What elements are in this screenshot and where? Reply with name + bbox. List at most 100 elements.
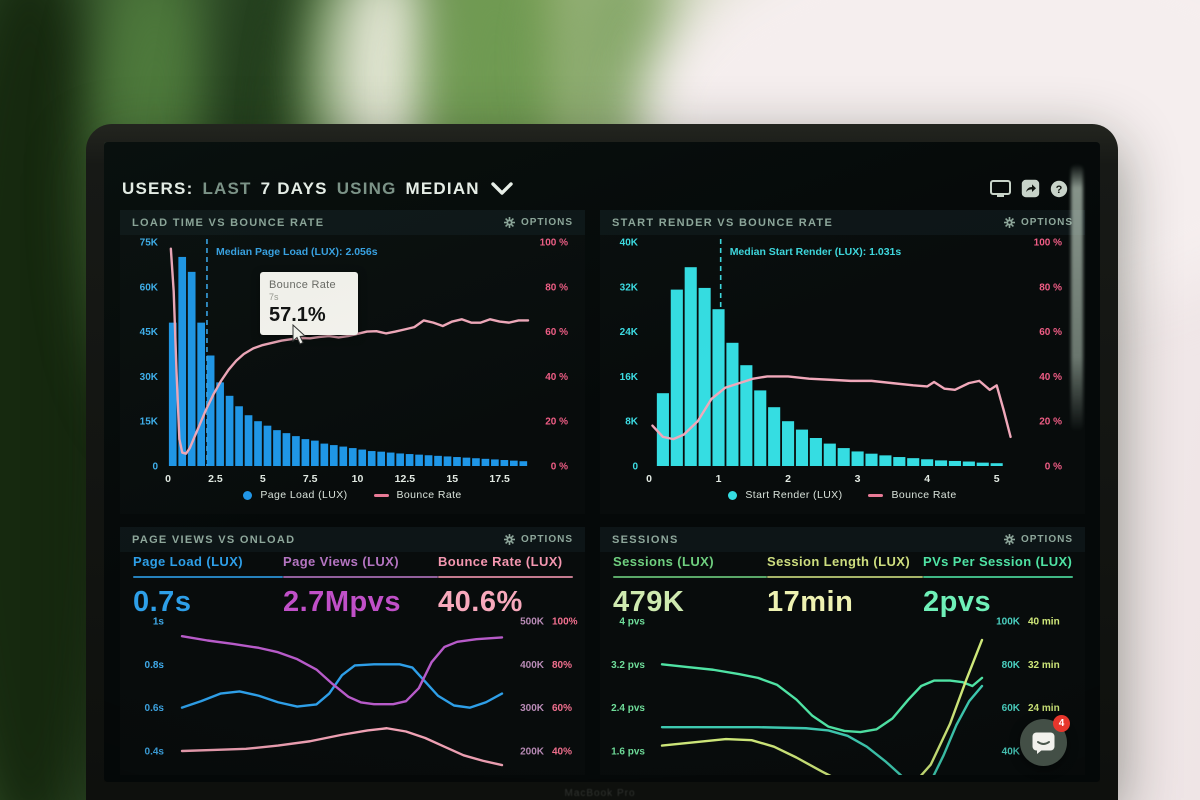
y-axis-left-tick: 1.6 pvs — [611, 747, 645, 758]
x-axis-tick: 2.5 — [208, 473, 223, 485]
metric-underline — [438, 576, 573, 578]
legend-item[interactable]: Bounce Rate — [373, 489, 462, 501]
chat-widget-button[interactable]: 4 — [1020, 715, 1070, 766]
y-axis-right-tick: 20 % — [1039, 417, 1062, 428]
x-axis-tick: 1 — [716, 473, 722, 485]
metric-value: 0.7s — [133, 586, 192, 618]
series-line — [660, 638, 984, 775]
options-label: OPTIONS — [1020, 534, 1073, 545]
metric-value: 2.7Mpvs — [283, 586, 401, 618]
options-button[interactable]: OPTIONS — [1003, 217, 1073, 228]
panel-title: SESSIONS — [612, 533, 679, 546]
y-axis-right-tick: 40 % — [545, 372, 568, 383]
share-icon[interactable] — [1021, 179, 1040, 198]
x-axis-tick: 5 — [994, 473, 1000, 485]
histogram-bar — [865, 453, 878, 466]
chart-legend: Start Render (LUX) Bounce Rate — [600, 489, 1085, 501]
chat-bubble-icon — [1032, 732, 1055, 754]
histogram-bar — [472, 458, 480, 466]
metric-label: Page Load (LUX) — [133, 554, 244, 569]
gear-icon — [1003, 534, 1015, 545]
histogram-bar — [358, 449, 367, 466]
histogram-bar — [168, 322, 177, 466]
date-range-dropdown[interactable]: USERS: LAST 7 DAYS USING MEDIAN — [122, 176, 513, 202]
panel-titlebar: PAGE VIEWS VS ONLOAD OPTIONS — [120, 527, 585, 552]
options-label: OPTIONS — [1020, 217, 1073, 228]
histogram-bar — [934, 460, 948, 466]
gear-icon — [503, 217, 515, 228]
x-axis-tick: 2 — [785, 473, 791, 485]
metric-page-views: Page Views (LUX) 2.7Mpvs — [283, 554, 438, 619]
metric-pvs-per-session: PVs Per Session (LUX) 2pvs — [923, 554, 1073, 619]
legend-item[interactable]: Start Render (LUX) — [728, 489, 842, 501]
load-time-histogram-chart[interactable]: 75K 60K 45K 30K 15K 0 100 % 80 % 60 % 40 % 20 % 0 %… — [120, 236, 585, 488]
options-button[interactable]: OPTIONS — [503, 534, 573, 545]
y-axis-left-tick: 4 pvs — [619, 617, 645, 628]
y-axis-right-tick: 100K — [996, 617, 1021, 628]
metric-session-length: Session Length (LUX) 17min — [767, 554, 923, 619]
legend-dot-swatch — [243, 490, 253, 500]
histogram-bar — [907, 458, 920, 466]
y-axis-left-tick: 2.4 pvs — [611, 703, 645, 714]
panel-titlebar: SESSIONS OPTIONS — [600, 527, 1085, 552]
panel-titlebar: LOAD TIME VS BOUNCE RATE OPTIONS — [120, 210, 585, 235]
histogram-bar — [282, 433, 291, 466]
histogram-bar — [320, 443, 329, 466]
y-axis-right-tick: 0 % — [1045, 462, 1062, 473]
panel-sessions: SESSIONS OPTIONS Sessions (LUX) 479K Ses… — [600, 527, 1085, 775]
y-axis-right-tick2: 100% — [552, 617, 578, 628]
chart-tooltip: Bounce Rate 7s 57.1% — [260, 272, 358, 335]
legend-dot-swatch — [728, 490, 738, 500]
histogram-bar — [962, 461, 975, 466]
header-segment: USING — [336, 179, 397, 198]
sessions-line-chart[interactable]: 4 pvs 3.2 pvs 2.4 pvs 1.6 pvs 100K 40 min 80K 3… — [600, 615, 1085, 775]
histogram-bar — [329, 445, 338, 466]
options-button[interactable]: OPTIONS — [503, 217, 573, 228]
help-icon[interactable]: ? — [1050, 180, 1068, 198]
histogram-bar — [893, 457, 906, 466]
metric-underline — [133, 576, 283, 578]
histogram-bar — [453, 457, 461, 466]
x-axis-tick: 7.5 — [303, 473, 318, 485]
options-label: OPTIONS — [520, 217, 573, 228]
laptop-brand: MacBook Pro — [564, 788, 636, 799]
x-axis-tick: 10 — [352, 473, 364, 485]
histogram-bar — [948, 460, 961, 466]
x-axis-tick: 17.5 — [489, 473, 510, 485]
histogram-bar — [348, 448, 357, 466]
series-line — [660, 684, 984, 775]
metric-underline — [283, 576, 438, 578]
histogram-bar — [698, 287, 711, 466]
legend-item[interactable]: Bounce Rate — [868, 489, 956, 501]
y-axis-right-tick: 0 % — [551, 462, 568, 473]
histogram-bar — [396, 453, 404, 466]
panel-title: START RENDER VS BOUNCE RATE — [612, 216, 834, 229]
metrics-row: Sessions (LUX) 479K Session Length (LUX)… — [600, 554, 1085, 619]
toolbar-icons: ? — [990, 179, 1068, 198]
metric-sessions: Sessions (LUX) 479K — [613, 554, 767, 619]
x-axis-tick: 4 — [924, 473, 930, 485]
histogram-bar — [768, 407, 781, 466]
y-axis-left-tick: 32K — [620, 282, 639, 293]
histogram-bar — [795, 429, 809, 466]
histogram-bar — [976, 462, 989, 466]
y-axis-left-tick: 40K — [620, 238, 639, 249]
options-button[interactable]: OPTIONS — [1003, 534, 1073, 545]
y-axis-left-tick: 24K — [620, 327, 639, 338]
page-views-line-chart[interactable]: 1s 0.8s 0.6s 0.4s 500K 100% 400K 80% 300K 60% 200K… — [120, 615, 585, 775]
x-axis-tick: 5 — [260, 473, 266, 485]
chevron-down-icon — [491, 182, 513, 195]
histogram-bar — [809, 438, 822, 466]
histogram-bar — [206, 355, 215, 466]
display-icon[interactable] — [990, 179, 1011, 198]
histogram-bar — [670, 289, 683, 466]
options-label: OPTIONS — [520, 534, 573, 545]
metric-underline — [613, 576, 767, 578]
start-render-histogram-chart[interactable]: 40K 32K 24K 16K 8K 0 100 % 80 % 60 % 40 % 20 % 0 % 0… — [600, 236, 1085, 488]
y-axis-left-tick: 1s — [153, 617, 165, 628]
metric-label: Sessions (LUX) — [613, 554, 714, 569]
legend-item[interactable]: Page Load (LUX) — [243, 489, 347, 501]
y-axis-right-tick: 60 % — [545, 327, 568, 338]
histogram-bar — [415, 454, 423, 466]
